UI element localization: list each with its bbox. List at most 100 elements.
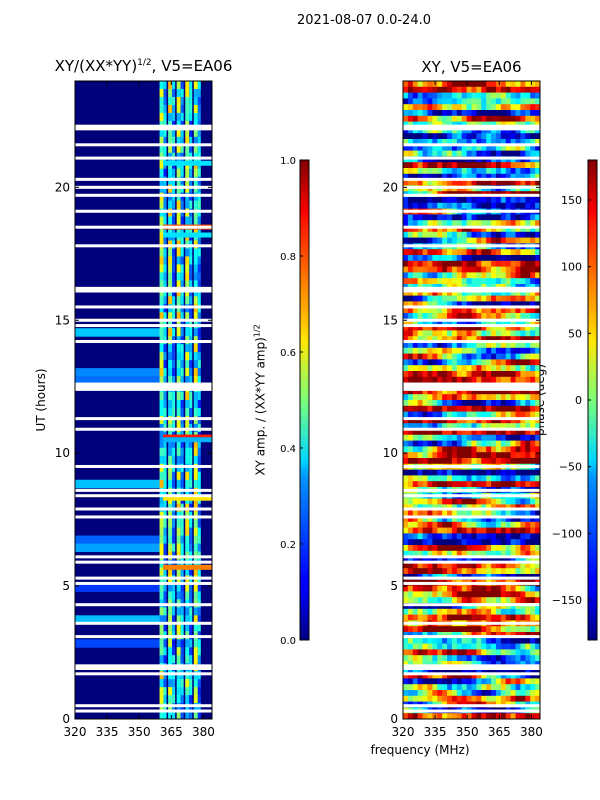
heatmap-cell <box>163 455 167 465</box>
heatmap-cell <box>437 150 443 157</box>
flagged-row <box>75 289 212 293</box>
heatmap-cell <box>159 128 164 138</box>
heatmap-cell <box>510 545 517 552</box>
heatmap-cell <box>427 202 433 210</box>
heatmap-cell <box>447 690 453 697</box>
heatmap-cell <box>486 347 492 355</box>
heatmap-cell <box>495 521 502 529</box>
heatmap-cell <box>180 184 184 194</box>
heatmap-cell <box>197 559 201 568</box>
heatmap-cell <box>185 703 190 712</box>
heatmap-cell <box>515 649 521 656</box>
heatmap-cell <box>189 655 193 664</box>
heatmap-cell <box>510 568 517 575</box>
heatmap-cell <box>525 713 531 719</box>
heatmap-cell <box>471 150 477 157</box>
heatmap-cell <box>447 260 453 268</box>
heatmap-cell <box>500 324 507 331</box>
heatmap-cell <box>510 440 517 447</box>
heatmap-cell <box>491 197 497 204</box>
heatmap-cell <box>417 231 424 239</box>
heatmap-cell <box>193 655 198 664</box>
heatmap-cell <box>189 535 193 545</box>
heatmap-cell <box>172 543 176 553</box>
heatmap-cell <box>197 344 201 353</box>
heatmap-cell <box>176 304 181 313</box>
heatmap-cell <box>197 639 201 648</box>
heatmap-cell <box>520 81 526 88</box>
heatmap-cell <box>403 81 409 88</box>
heatmap-cell <box>500 272 507 279</box>
heatmap-cell <box>447 173 453 181</box>
heatmap-cell <box>422 376 428 384</box>
heatmap-cell <box>486 608 492 616</box>
heatmap-cell <box>427 115 433 123</box>
y-tick-label: 10 <box>383 446 398 460</box>
heatmap-cell <box>476 260 482 268</box>
heatmap-cell <box>476 231 482 239</box>
heatmap-cell <box>422 545 428 552</box>
heatmap-cell <box>412 144 419 152</box>
flagged-row <box>75 576 212 580</box>
heatmap-cell <box>437 220 443 227</box>
heatmap-cell <box>427 423 433 430</box>
heatmap-cell <box>505 614 512 621</box>
heatmap-cell <box>168 176 173 186</box>
heatmap-cell <box>491 127 497 134</box>
heatmap-cell <box>525 434 531 442</box>
heatmap-cell <box>535 661 540 668</box>
heatmap-cell <box>525 359 531 366</box>
heatmap-cell <box>466 643 472 650</box>
heatmap-cell <box>412 255 419 262</box>
heatmap-cell <box>403 197 409 204</box>
heatmap-cell <box>520 672 526 679</box>
heatmap-cell <box>75 583 163 592</box>
heatmap-cell <box>189 112 193 122</box>
heatmap-cell <box>442 649 448 656</box>
heatmap-cell <box>515 226 521 233</box>
heatmap-cell <box>407 614 414 621</box>
heatmap-cell <box>442 133 448 140</box>
x-tick-label: 320 <box>392 725 415 739</box>
heatmap-cell <box>476 133 482 140</box>
heatmap-cell <box>159 519 164 529</box>
heatmap-cell <box>505 231 512 239</box>
heatmap-cell <box>172 248 176 257</box>
heatmap-cell <box>525 289 531 297</box>
heatmap-cell <box>437 608 443 616</box>
heatmap-cell <box>437 643 443 650</box>
heatmap-cell <box>163 392 167 401</box>
heatmap-cell <box>193 400 198 409</box>
heatmap-cell <box>510 307 517 314</box>
heatmap-cell <box>407 400 414 407</box>
heatmap-cell <box>525 272 531 279</box>
heatmap-cell <box>168 360 173 369</box>
heatmap-cell <box>422 162 428 169</box>
heatmap-cell <box>417 272 424 279</box>
colorbar-tick-label: 150 <box>561 194 582 207</box>
heatmap-cell <box>520 266 526 273</box>
heatmap-cell <box>197 360 201 369</box>
heatmap-cell <box>471 376 477 384</box>
heatmap-cell <box>530 434 536 442</box>
heatmap-cell <box>520 527 526 534</box>
heatmap-cell <box>432 516 438 523</box>
heatmap-cell <box>172 583 176 592</box>
x-tick-label: 335 <box>96 725 119 739</box>
heatmap-cell <box>535 371 540 378</box>
heatmap-cell <box>500 649 507 656</box>
heatmap-cell <box>197 703 201 712</box>
heatmap-cell <box>451 359 458 366</box>
heatmap-cell <box>456 371 463 378</box>
heatmap-cell <box>510 608 517 616</box>
heatmap-cell <box>403 162 409 169</box>
heatmap-cell <box>172 128 176 138</box>
heatmap-cell <box>535 237 540 244</box>
heatmap-cell <box>495 139 502 146</box>
heatmap-cell <box>403 301 409 308</box>
heatmap-cell <box>525 405 531 413</box>
heatmap-cell <box>471 231 477 239</box>
heatmap-cell <box>515 690 521 697</box>
heatmap-cell <box>417 498 424 505</box>
heatmap-cell <box>525 614 531 621</box>
